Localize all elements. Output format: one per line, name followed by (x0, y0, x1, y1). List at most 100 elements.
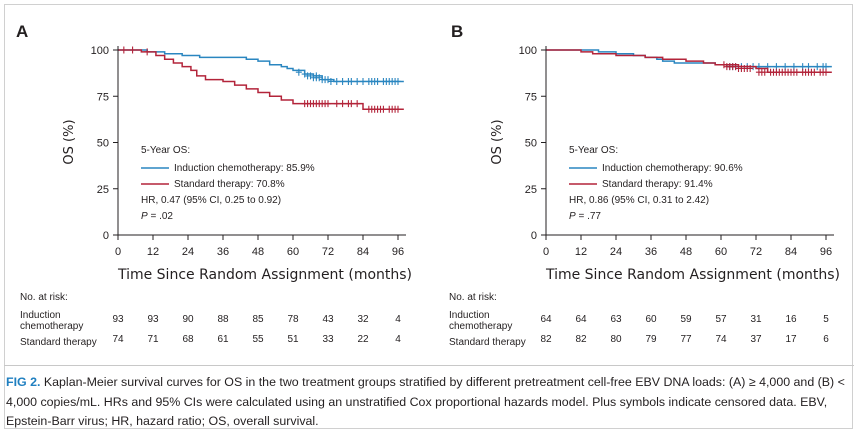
risk-value: 64 (575, 314, 587, 325)
risk-row-label: Induction (449, 310, 490, 321)
x-axis-label: Time Since Random Assignment (months) (117, 267, 412, 283)
caption-text: Kaplan-Meier survival curves for OS in t… (6, 375, 845, 428)
km-curve-induction (118, 49, 404, 83)
x-tick-label: 60 (715, 246, 727, 258)
censor-mark-standard (333, 100, 340, 108)
caption-label: FIG 2. (6, 375, 41, 389)
y-tick-label: 25 (525, 184, 537, 196)
risk-value: 78 (287, 314, 299, 325)
x-tick-label: 36 (217, 246, 229, 258)
risk-row-label: Standard therapy (449, 337, 526, 348)
y-tick-label: 25 (97, 184, 109, 196)
panel-label: A (16, 22, 28, 41)
risk-value: 61 (217, 334, 229, 345)
censor-mark-standard (348, 100, 355, 108)
y-tick-label: 0 (531, 230, 537, 242)
risk-value: 55 (252, 334, 264, 345)
p-value-text: P = .02 (141, 211, 173, 222)
risk-value: 82 (540, 334, 552, 345)
censor-mark-induction (814, 63, 821, 71)
risk-value: 93 (112, 314, 124, 325)
risk-value: 80 (610, 334, 622, 345)
y-tick-label: 100 (519, 45, 537, 57)
censor-mark-induction (354, 77, 361, 85)
axes: 0 25 50 75 100 0 12 24 36 48 60 72 84 96 (91, 45, 406, 258)
risk-value: 5 (823, 314, 829, 325)
risk-value: 74 (112, 334, 124, 345)
risk-value: 82 (575, 334, 587, 345)
x-tick-label: 0 (115, 246, 121, 258)
censor-mark-induction (374, 77, 381, 85)
hazard-ratio-text: HR, 0.47 (95% CI, 0.25 to 0.92) (141, 195, 281, 206)
legend: 5-Year OS: Induction chemotherapy: 85.9%… (141, 145, 315, 222)
risk-value: 32 (357, 314, 369, 325)
risk-value: 71 (147, 334, 159, 345)
censor-mark-standard (811, 68, 818, 76)
risk-value: 74 (715, 334, 727, 345)
y-tick-label: 75 (525, 91, 537, 103)
x-tick-label: 72 (322, 246, 334, 258)
risk-value: 33 (322, 334, 334, 345)
figure-caption: FIG 2. Kaplan-Meier survival curves for … (6, 373, 854, 432)
panel-b: B 0 25 50 75 100 0 12 24 36 48 60 72 84 96 Time Since… (449, 22, 840, 348)
x-tick-label: 24 (182, 246, 194, 258)
censor-mark-standard (120, 46, 127, 54)
km-curves (546, 49, 832, 76)
y-tick-label: 50 (525, 138, 537, 150)
risk-value: 31 (750, 314, 762, 325)
x-tick-label: 84 (785, 246, 797, 258)
hazard-ratio-text: HR, 0.86 (95% CI, 0.31 to 2.42) (569, 195, 709, 206)
censor-mark-induction (360, 77, 366, 85)
legend-entry-induction: Induction chemotherapy: 85.9% (174, 163, 315, 174)
km-curve-standard (118, 49, 404, 110)
risk-values: 64 64 63 60 59 57 31 16 5 82 82 80 79 77 74 37 17 6 (540, 314, 829, 345)
risk-value: 88 (217, 314, 229, 325)
risk-table: No. at risk: Induction chemotherapy Stan… (449, 292, 829, 348)
risk-value: 93 (147, 314, 159, 325)
risk-value: 6 (823, 334, 829, 345)
panel-label: B (451, 22, 463, 41)
censor-mark-standard (129, 46, 136, 54)
censor-mark-induction (339, 77, 346, 85)
risk-value: 37 (750, 334, 762, 345)
risk-value: 68 (182, 334, 194, 345)
risk-value: 51 (287, 334, 299, 345)
caption-divider (4, 365, 854, 366)
risk-value: 57 (715, 314, 727, 325)
risk-value: 85 (252, 314, 264, 325)
legend-entry-induction: Induction chemotherapy: 90.6% (602, 163, 743, 174)
x-tick-label: 96 (820, 246, 832, 258)
legend: 5-Year OS: Induction chemotherapy: 90.6%… (569, 145, 743, 222)
legend-title: 5-Year OS: (141, 145, 190, 156)
x-tick-label: 84 (357, 246, 369, 258)
risk-value: 64 (540, 314, 552, 325)
x-axis-label: Time Since Random Assignment (months) (545, 267, 840, 283)
censor-mark-induction (395, 77, 401, 85)
legend-entry-standard: Standard therapy: 91.4% (602, 179, 713, 190)
risk-row-label-line2: chemotherapy (20, 321, 83, 332)
censor-mark-standard (395, 105, 401, 113)
x-tick-label: 48 (680, 246, 692, 258)
p-value: .77 (587, 211, 601, 222)
censor-mark-induction (325, 76, 331, 84)
x-tick-label: 96 (392, 246, 404, 258)
x-tick-label: 12 (147, 246, 159, 258)
x-tick-label: 72 (750, 246, 762, 258)
y-tick-label: 100 (91, 45, 109, 57)
x-tick-label: 48 (252, 246, 264, 258)
censor-mark-standard (144, 48, 151, 56)
risk-row-label: Induction (20, 310, 61, 321)
censor-mark-standard (747, 65, 754, 72)
censor-mark-induction (301, 70, 308, 78)
risk-values: 93 93 90 88 85 78 43 32 4 74 71 68 61 55 51 33 22 4 (112, 314, 401, 345)
censor-mark-standard (720, 61, 727, 69)
x-tick-label: 60 (287, 246, 299, 258)
censor-mark-standard (823, 68, 829, 76)
risk-value: 77 (680, 334, 692, 345)
risk-table-title: No. at risk: (20, 292, 68, 303)
x-tick-label: 0 (543, 246, 549, 258)
panel-a: A 0 25 50 75 100 0 12 24 36 48 60 72 84 96 Time Since… (16, 22, 412, 348)
risk-value: 4 (395, 314, 401, 325)
y-tick-label: 75 (97, 91, 109, 103)
x-tick-label: 12 (575, 246, 587, 258)
